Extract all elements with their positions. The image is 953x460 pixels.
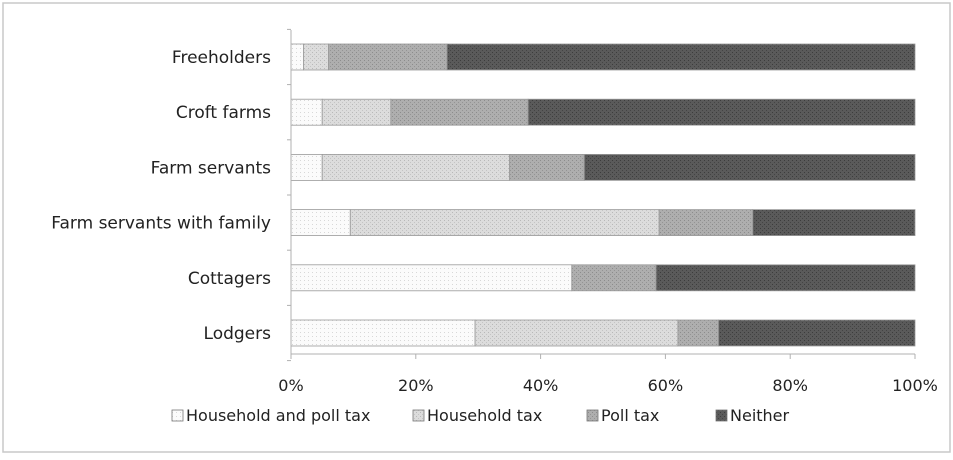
bar-segment [328,43,448,71]
x-tick-label: 20% [398,376,434,395]
bar-segment [290,98,323,126]
bar-segment [321,153,510,181]
bar-segment [446,43,916,71]
legend-swatch [715,409,728,422]
category-label: Farm servants [151,158,272,178]
x-tick-labels: 0% 20% 40% 60% 80% 100% [278,376,938,395]
bar-segment [718,319,916,347]
x-tick-label: 60% [648,376,684,395]
legend-swatch [171,409,184,422]
bar-segment [290,319,476,347]
x-tick-label: 0% [278,376,303,395]
axis-layer [287,28,916,362]
bar-segment [527,98,916,126]
legend-label: Household and poll tax [186,406,370,425]
bar-segment [303,43,329,71]
category-label: Cottagers [188,269,271,289]
bar-segment [290,43,304,71]
x-tick-label: 100% [892,376,938,395]
bar-segment [508,153,585,181]
bar-segment [583,153,916,181]
legend-label: Neither [730,406,790,425]
legend-label: Household tax [427,406,542,425]
legend: Household and poll tax Household tax Poll … [171,406,790,425]
bar-segment [321,98,392,126]
x-tick-label: 80% [772,376,808,395]
category-label: Freeholders [172,48,271,68]
bar-segment [677,319,719,347]
bar-segment [290,153,323,181]
category-label: Croft farms [176,103,271,123]
bar-segment [658,209,754,237]
bar-segment [390,98,529,126]
bar-segment [474,319,679,347]
bar-segment [290,209,351,237]
bars-layer [290,43,916,347]
category-label: Farm servants with family [51,214,271,234]
bar-segment [349,209,660,237]
bar-segment [290,264,573,292]
bar-segment [571,264,657,292]
legend-swatch [586,409,599,422]
bar-segment [655,264,916,292]
legend-label: Poll tax [601,406,659,425]
category-label: Lodgers [204,324,272,344]
x-tick-label: 40% [523,376,559,395]
legend-swatch [412,409,425,422]
bar-segment [752,209,916,237]
category-labels: Freeholders Croft farms Farm servants Farm … [51,48,271,344]
